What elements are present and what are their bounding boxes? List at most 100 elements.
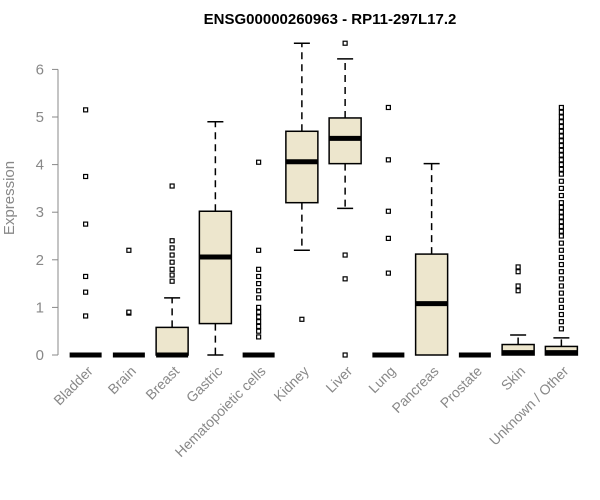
outlier-point bbox=[385, 270, 391, 276]
outlier-point bbox=[558, 311, 564, 318]
outlier-point bbox=[83, 173, 89, 180]
outlier-point bbox=[342, 252, 348, 258]
outlier-point bbox=[256, 295, 262, 301]
outlier-point bbox=[83, 221, 89, 227]
outlier-point bbox=[558, 223, 564, 230]
outlier-point bbox=[558, 119, 564, 125]
outlier-point bbox=[515, 288, 521, 294]
outlier-point bbox=[558, 219, 564, 225]
x-tick-label: Lung bbox=[365, 363, 398, 396]
outlier-point bbox=[558, 297, 564, 303]
x-tick-label: Kidney bbox=[270, 363, 312, 405]
outlier-point bbox=[558, 185, 564, 191]
outlier-point bbox=[256, 266, 262, 272]
x-tick-label: Prostate bbox=[437, 363, 485, 411]
outlier-point bbox=[83, 273, 89, 280]
outlier-point bbox=[558, 261, 564, 268]
outlier-point bbox=[558, 178, 564, 184]
outlier-point bbox=[558, 128, 564, 134]
x-tick-label: Bladder bbox=[50, 363, 96, 409]
outlier-point bbox=[558, 147, 564, 153]
y-axis-label: Expression bbox=[1, 161, 18, 235]
box-kidney bbox=[285, 42, 319, 322]
outlier-point bbox=[256, 273, 262, 280]
outlier-point bbox=[558, 142, 564, 149]
outlier-point bbox=[558, 276, 564, 282]
outlier-point bbox=[558, 247, 564, 253]
outlier-point bbox=[558, 283, 564, 289]
x-tick-label: Brain bbox=[105, 363, 139, 397]
outlier-point bbox=[558, 157, 564, 163]
outlier-point bbox=[126, 247, 132, 253]
outlier-point bbox=[385, 104, 391, 111]
outlier-point bbox=[169, 272, 175, 278]
outlier-point bbox=[558, 204, 564, 211]
outlier-point bbox=[558, 290, 564, 296]
outlier-point bbox=[558, 214, 564, 220]
outlier-point bbox=[169, 183, 175, 189]
outlier-point bbox=[385, 208, 391, 214]
outlier-point bbox=[558, 138, 564, 144]
outlier-point bbox=[515, 269, 521, 275]
outlier-point bbox=[83, 289, 89, 295]
box-pancreas bbox=[414, 162, 449, 356]
box-skin bbox=[501, 264, 535, 356]
outlier-point bbox=[256, 159, 262, 165]
outlier-point bbox=[169, 278, 175, 284]
outlier-point bbox=[169, 266, 175, 272]
x-tick-label: Skin bbox=[498, 363, 529, 394]
outlier-point bbox=[558, 269, 564, 275]
outlier-point bbox=[558, 171, 564, 177]
outlier-point bbox=[256, 309, 262, 315]
outlier-point bbox=[558, 254, 564, 261]
box-iqr bbox=[285, 130, 319, 204]
y-tick-label: 2 bbox=[36, 252, 44, 269]
outlier-point bbox=[256, 281, 262, 287]
outlier-point bbox=[126, 309, 132, 315]
outlier-point bbox=[558, 114, 564, 120]
y-axis: 0 1 2 3 4 5 6 bbox=[36, 61, 59, 364]
outlier-point bbox=[169, 259, 175, 265]
outlier-point bbox=[558, 240, 564, 246]
outlier-point bbox=[83, 313, 89, 319]
box-breast bbox=[155, 183, 189, 358]
x-tick-label: Unknown / Other bbox=[486, 363, 572, 449]
outlier-point bbox=[385, 157, 391, 163]
outlier-point bbox=[558, 162, 564, 168]
y-tick-label: 5 bbox=[36, 109, 44, 126]
outlier-point bbox=[515, 283, 521, 289]
outlier-point bbox=[256, 314, 262, 320]
x-tick-label: Gastric bbox=[183, 363, 226, 406]
outlier-point bbox=[256, 304, 262, 310]
outlier-point bbox=[558, 192, 564, 199]
outlier-point bbox=[558, 133, 564, 139]
outlier-point bbox=[169, 252, 175, 258]
outlier-point bbox=[385, 235, 391, 241]
box-unknown-other bbox=[544, 104, 579, 356]
outlier-point bbox=[558, 166, 564, 172]
box-liver bbox=[328, 40, 362, 358]
outlier-point bbox=[169, 238, 175, 244]
outlier-point bbox=[558, 123, 564, 130]
outlier-point bbox=[256, 328, 262, 334]
outlier-point bbox=[515, 264, 521, 270]
outlier-point bbox=[342, 352, 348, 358]
y-tick-label: 3 bbox=[36, 204, 44, 221]
outlier-point bbox=[558, 104, 564, 111]
box-bladder bbox=[69, 107, 102, 358]
outlier-point bbox=[558, 209, 564, 215]
outlier-point bbox=[169, 245, 175, 251]
x-tick-label: Pancreas bbox=[389, 363, 442, 416]
y-tick-label: 4 bbox=[36, 157, 44, 174]
outlier-point bbox=[558, 233, 564, 239]
outlier-point bbox=[558, 228, 564, 234]
box-hematopoietic-cells bbox=[242, 159, 275, 358]
outlier-point bbox=[558, 304, 564, 310]
y-tick-label: 1 bbox=[36, 299, 44, 316]
outlier-point bbox=[558, 326, 564, 332]
chart-title: ENSG00000260963 - RP11-297L17.2 bbox=[204, 11, 457, 28]
outlier-point bbox=[256, 288, 262, 294]
outlier-point bbox=[256, 319, 262, 325]
box-brain bbox=[112, 247, 145, 358]
